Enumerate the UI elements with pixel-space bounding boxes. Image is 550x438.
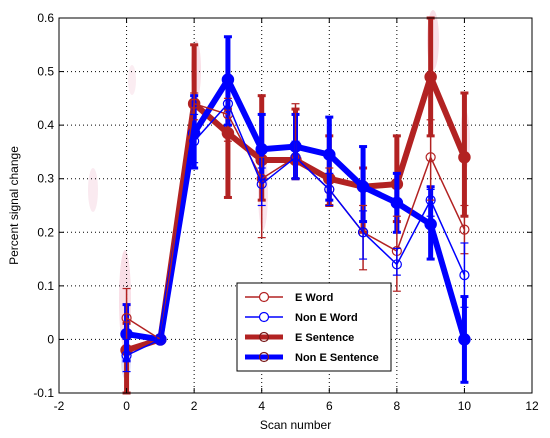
- data-point: [222, 98, 234, 109]
- x-tick-label: 10: [458, 399, 472, 413]
- data-point: [458, 151, 471, 164]
- data-point: [189, 136, 200, 147]
- legend-swatch-marker: [258, 331, 270, 343]
- data-point: [255, 143, 268, 156]
- data-point: [189, 98, 200, 109]
- x-tick-label: 4: [258, 399, 265, 413]
- x-axis-label: Scan number: [260, 418, 331, 432]
- data-point: [424, 70, 437, 84]
- y-tick-label: 0.1: [37, 279, 54, 293]
- data-point: [424, 218, 437, 231]
- y-tick-label: 0.3: [37, 172, 54, 186]
- y-tick-label: 0.5: [37, 65, 54, 79]
- y-tick-label: 0.4: [37, 118, 54, 132]
- y-tick-label: 0.6: [37, 11, 54, 25]
- data-point: [324, 184, 335, 195]
- data-point: [121, 312, 132, 324]
- x-tick-label: 0: [123, 399, 130, 413]
- data-point: [425, 195, 436, 206]
- data-point: [221, 73, 235, 86]
- plot-frame: [58, 17, 533, 394]
- legend: E Word Non E Word E Sentence Non E Sentence: [236, 282, 392, 372]
- x-tick-label: 2: [191, 399, 198, 413]
- legend-swatch-marker: [258, 311, 270, 323]
- data-point: [155, 334, 166, 345]
- x-tick-label: 6: [326, 399, 333, 413]
- legend-label: Non E Sentence: [295, 352, 379, 364]
- y-tick-label: 0.2: [37, 225, 54, 239]
- data-point: [357, 227, 369, 238]
- data-point: [459, 224, 470, 235]
- legend-swatch-marker: [258, 351, 270, 363]
- legend-label: Non E Word: [295, 312, 358, 324]
- data-point: [121, 350, 132, 361]
- plot-series: [120, 16, 471, 395]
- legend-swatch-marker: [258, 291, 270, 303]
- data-point: [356, 180, 370, 193]
- y-tick-label: -0.1: [33, 386, 54, 400]
- legend-label: E Word: [295, 292, 333, 304]
- x-tick-label: 12: [525, 399, 539, 413]
- y-axis-label: Percent signal change: [7, 146, 21, 265]
- x-tick-label: -2: [54, 399, 65, 413]
- legend-label: E Sentence: [295, 332, 354, 344]
- axis-ticks: -2 0 2 4 6 8 10 12 -0.1 0 0.1 0.2 0.3 0.4 0.5 0.6: [33, 11, 539, 413]
- x-tick-label: 8: [394, 399, 401, 413]
- data-point: [458, 333, 471, 346]
- data-point: [390, 196, 404, 210]
- y-tick-label: 0: [47, 332, 54, 346]
- data-point: [425, 152, 436, 163]
- data-point: [391, 259, 402, 270]
- data-point: [290, 152, 301, 163]
- data-point: [256, 178, 267, 190]
- data-point: [323, 148, 336, 161]
- series-non-e-word: [121, 87, 470, 373]
- data-point: [459, 270, 470, 281]
- series-line: [126, 102, 466, 357]
